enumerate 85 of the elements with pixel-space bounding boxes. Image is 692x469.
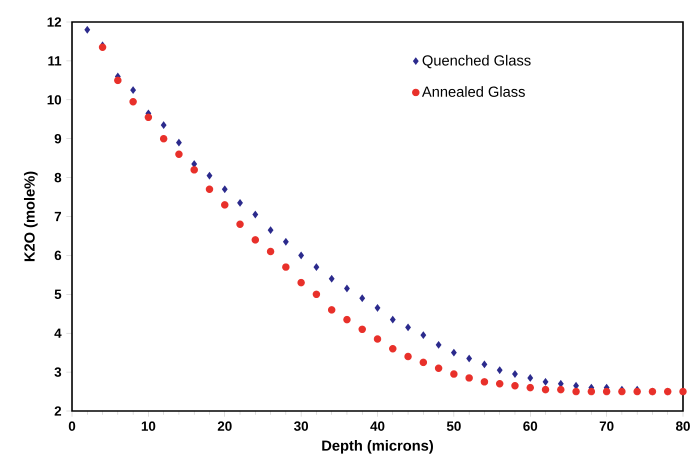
point xyxy=(482,360,488,368)
y-tick-label: 9 xyxy=(54,134,62,144)
point xyxy=(252,236,260,244)
point xyxy=(144,114,152,122)
point xyxy=(344,284,350,292)
point xyxy=(297,278,305,286)
point xyxy=(130,86,136,94)
point xyxy=(389,345,397,352)
y-tick-label: 4 xyxy=(54,328,62,338)
y-tick-label: 2 xyxy=(54,406,62,416)
point xyxy=(390,316,396,324)
point xyxy=(542,386,550,394)
point xyxy=(160,134,168,142)
point xyxy=(282,238,289,246)
point xyxy=(465,374,473,382)
point xyxy=(328,275,335,282)
x-axis-title: Depth (microns) xyxy=(322,440,433,454)
point xyxy=(359,294,366,302)
point xyxy=(451,348,457,356)
point xyxy=(466,354,472,362)
point xyxy=(343,316,351,324)
x-tick-label: 10 xyxy=(142,421,156,431)
y-tick-label: 7 xyxy=(54,212,62,222)
x-tick-label: 60 xyxy=(523,421,538,431)
y-axis-title: K2O (mole%) xyxy=(24,172,38,262)
point xyxy=(237,199,243,207)
point xyxy=(374,304,380,312)
legend-label: Quenched Glass xyxy=(422,54,531,68)
point xyxy=(512,370,518,378)
point xyxy=(298,252,304,260)
point xyxy=(206,172,212,180)
point xyxy=(557,386,565,394)
point xyxy=(602,388,610,396)
point xyxy=(436,341,442,349)
point xyxy=(266,248,274,256)
point xyxy=(434,364,442,372)
point xyxy=(511,382,519,390)
point xyxy=(190,166,198,174)
point xyxy=(450,370,458,378)
x-tick-label: 20 xyxy=(218,421,232,431)
y-tick-label: 5 xyxy=(54,290,62,299)
point xyxy=(206,186,214,194)
point xyxy=(496,380,504,388)
point xyxy=(312,290,320,298)
point xyxy=(282,263,290,271)
x-tick-label: 80 xyxy=(676,421,690,431)
x-tick-label: 70 xyxy=(600,421,614,431)
point xyxy=(404,352,412,360)
y-tick-label: 11 xyxy=(48,56,62,66)
point xyxy=(572,388,580,396)
point xyxy=(405,324,411,332)
point xyxy=(252,210,258,218)
x-tick-label: 50 xyxy=(446,421,461,431)
x-tick-label: 30 xyxy=(294,421,308,431)
point xyxy=(236,220,244,228)
point xyxy=(420,358,428,366)
point xyxy=(114,76,122,84)
y-tick-label: 8 xyxy=(54,172,62,182)
x-tick-label: 0 xyxy=(68,421,76,431)
point xyxy=(176,138,182,146)
point xyxy=(527,374,534,382)
point xyxy=(480,378,488,386)
point xyxy=(328,306,336,314)
point xyxy=(268,226,274,234)
point xyxy=(526,384,534,392)
y-tick-label: 6 xyxy=(54,250,62,260)
x-tick-label: 40 xyxy=(370,421,384,431)
point xyxy=(588,388,596,396)
point xyxy=(496,366,503,374)
point xyxy=(573,382,579,390)
point xyxy=(84,26,90,34)
point xyxy=(374,335,382,343)
point xyxy=(160,121,167,129)
legend-label: Annealed Glass xyxy=(422,86,525,97)
point xyxy=(358,326,366,334)
point xyxy=(175,150,183,158)
point xyxy=(314,263,320,271)
point xyxy=(542,378,548,386)
point xyxy=(221,201,228,209)
y-tick-label: 12 xyxy=(48,17,62,27)
y-tick-label: 3 xyxy=(54,367,62,377)
point xyxy=(420,331,426,339)
point xyxy=(222,186,228,194)
point xyxy=(129,98,137,106)
y-tick-label: 10 xyxy=(48,95,62,105)
